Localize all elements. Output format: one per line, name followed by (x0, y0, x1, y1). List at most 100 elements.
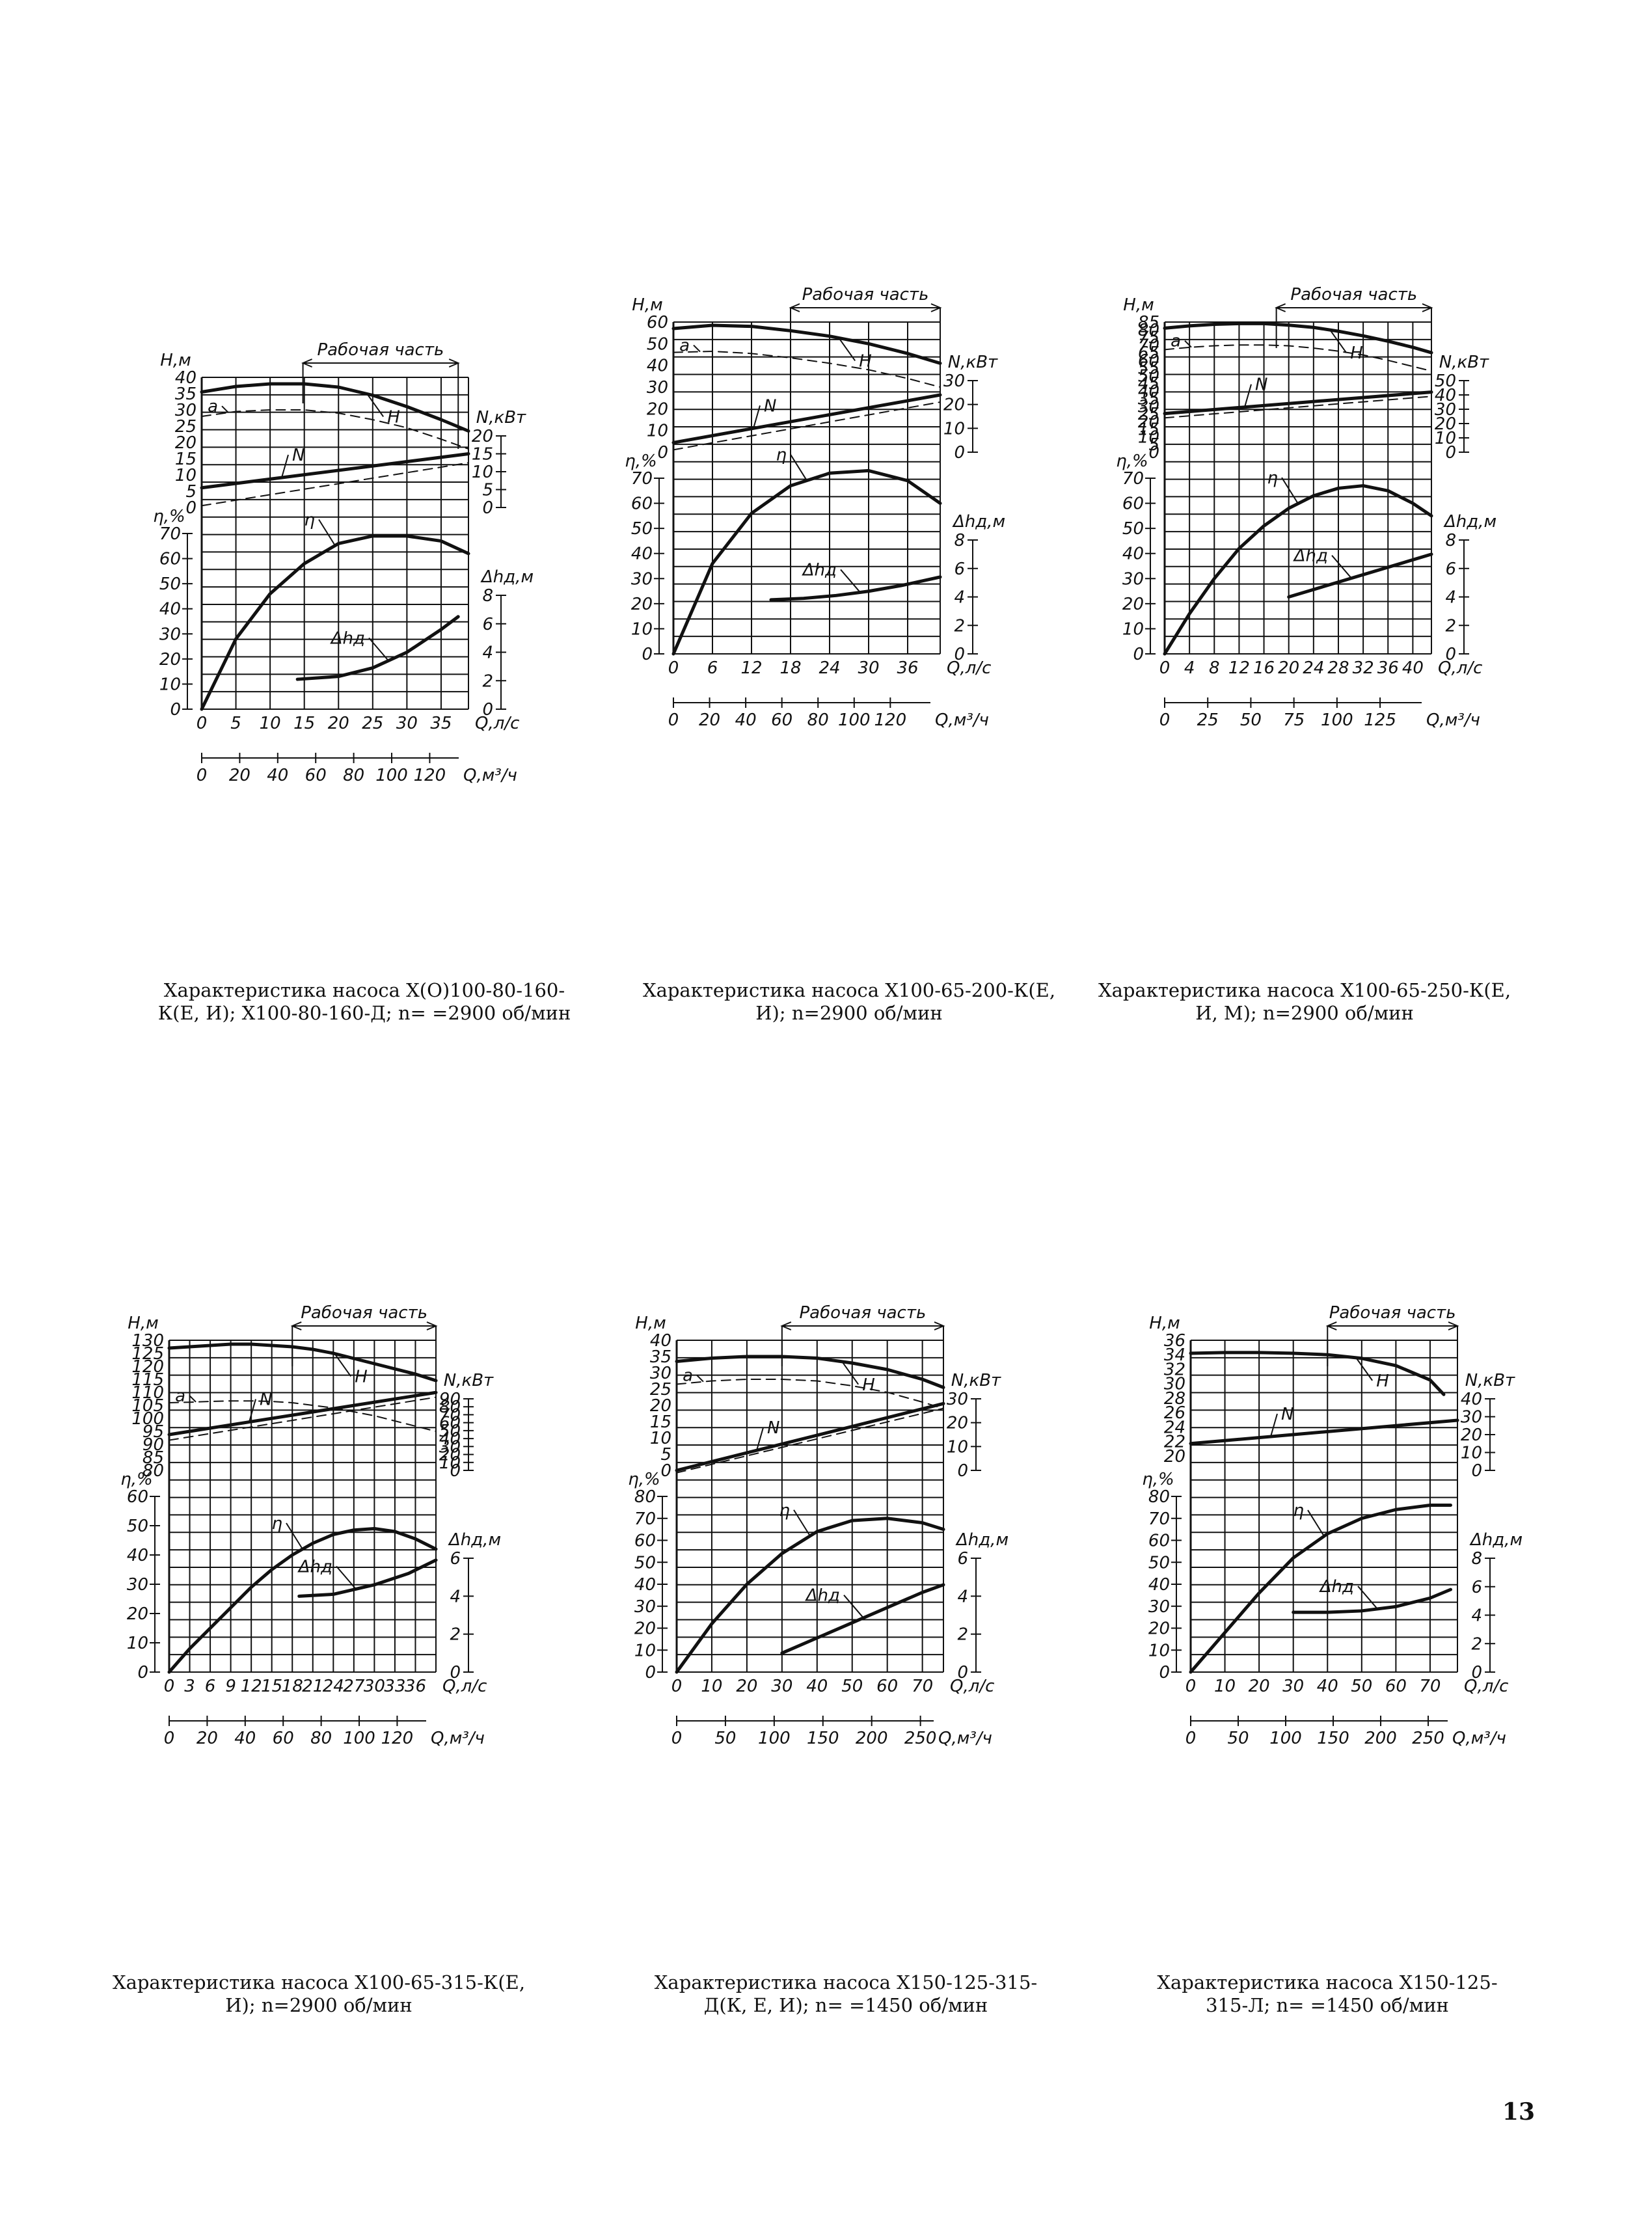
dh-axis-label: Δhд,м (952, 512, 1005, 532)
n-tick-label: 40 (1461, 1390, 1482, 1409)
h-tick-label: 80 (142, 1461, 164, 1481)
dh-tick-label: 0 (482, 700, 493, 720)
h-tick-label: 25 (175, 417, 196, 437)
dh-tick-label: 2 (1445, 616, 1456, 636)
q-tick-label: 50 (841, 1677, 863, 1696)
label-leader (368, 637, 389, 662)
n-tick-label: 30 (947, 1390, 968, 1409)
working-range-label: Рабочая часть (800, 1303, 927, 1323)
series-line-h-5 (297, 1558, 438, 1598)
n-tick-label: 10 (943, 419, 965, 439)
curve-label: a (683, 1366, 693, 1386)
h-tick-label: 5 (185, 482, 196, 502)
h-tick-label: 0 (185, 498, 196, 518)
h-tick-label: 35 (1138, 390, 1159, 409)
series-line-N-2 (671, 393, 942, 444)
label-leader (318, 519, 336, 547)
h-tick-label: 10 (647, 422, 668, 441)
eta-tick-label: 20 (1148, 1619, 1170, 1639)
m3-tick-label: 20 (699, 710, 720, 730)
m3-tick-label: 200 (1364, 1729, 1397, 1748)
dh-tick-label: 4 (954, 588, 965, 608)
q-tick-label: 35 (430, 714, 452, 733)
series-line-Ndashed-3 (1164, 396, 1432, 419)
h-tick-label: 0 (1148, 443, 1159, 463)
curve-label: η (776, 446, 787, 465)
series-line-a-1 (201, 409, 469, 450)
q-tick-label: 40 (1317, 1677, 1338, 1696)
series-line-N-2 (167, 1390, 438, 1437)
eta-tick-label: 70 (159, 524, 181, 544)
q-tick-label: 36 (1377, 658, 1399, 678)
label-leader (189, 1395, 196, 1403)
label-leader (693, 344, 701, 353)
series-line-Ndashed-3 (201, 462, 469, 507)
working-range-label: Рабочая часть (1329, 1303, 1456, 1323)
n-tick-label: 10 (947, 1437, 968, 1457)
chart-panel-2: 0 10 20 30 40 50 60 Н,м 0 10 20 30 40 50 60 70 η,% 0 10 20 3… (602, 283, 1122, 869)
curve-label: N (292, 446, 305, 465)
label-leader (843, 1595, 864, 1619)
dh-axis-label: Δhд,м (955, 1530, 1009, 1550)
h-tick-label: 90 (142, 1435, 164, 1455)
dh-tick-label: 4 (1471, 1606, 1482, 1626)
m3-tick-label: 100 (838, 710, 871, 730)
q-tick-label: 0 (671, 1677, 683, 1696)
series-line-H-0 (1163, 321, 1433, 355)
series-line-a-1 (1164, 344, 1432, 372)
n-tick-label: 0 (954, 443, 965, 463)
q-tick-label: 70 (912, 1677, 933, 1696)
m3-tick-label: 0 (1159, 710, 1171, 730)
h-tick-label: 45 (1138, 374, 1159, 394)
n-tick-label: 0 (482, 498, 493, 518)
h-tick-label: 25 (650, 1380, 671, 1399)
label-leader (221, 405, 229, 413)
series-line--4 (671, 468, 942, 656)
n-tick-label: 20 (1435, 414, 1456, 434)
label-leader (1331, 555, 1352, 579)
n-tick-label: 70 (439, 1405, 461, 1425)
eta-tick-label: 80 (634, 1487, 656, 1507)
eta-tick-label: 20 (634, 1619, 656, 1639)
m3-tick-label: 0 (671, 1729, 683, 1748)
h-tick-label: 55 (1138, 359, 1159, 379)
eta-tick-label: 80 (1148, 1487, 1170, 1507)
h-tick-label: 20 (175, 433, 196, 453)
m3-tick-label: 50 (1240, 710, 1262, 730)
page-number: 13 (1502, 2098, 1535, 2126)
label-leader (1281, 477, 1299, 504)
h-tick-label: 0 (660, 1461, 671, 1481)
q-tick-label: 12 (740, 658, 762, 678)
n-tick-label: 15 (472, 445, 493, 465)
h-tick-label: 28 (1164, 1389, 1185, 1409)
n-tick-label: 30 (1435, 400, 1456, 420)
m3-tick-label: 0 (196, 766, 208, 785)
h-tick-label: 40 (647, 357, 668, 376)
curve-label: Δhд (1293, 547, 1328, 566)
label-leader (286, 1522, 303, 1550)
h-tick-label: 5 (1148, 435, 1159, 455)
q-tick-label: 24 (323, 1677, 344, 1696)
h-tick-label: 20 (647, 399, 668, 419)
h-axis-label: Н,м (1149, 1314, 1180, 1333)
q-tick-label: 30 (396, 714, 418, 733)
dh-tick-label: 0 (957, 1663, 968, 1682)
h-tick-label: 15 (650, 1412, 671, 1432)
h-tick-label: 40 (650, 1331, 671, 1351)
m3-tick-label: 80 (310, 1729, 332, 1748)
curve-label: H (859, 351, 872, 371)
series-line-a-1 (676, 1379, 944, 1409)
series-line-h-5 (780, 1583, 945, 1655)
m3-tick-label: 80 (807, 710, 829, 730)
n-tick-label: 0 (450, 1461, 461, 1481)
dh-tick-label: 4 (482, 643, 493, 663)
m3-tick-label: 20 (196, 1729, 218, 1748)
series-line-h-5 (1287, 552, 1433, 599)
h-tick-label: 105 (131, 1396, 164, 1416)
eta-axis-label: η,% (120, 1470, 152, 1489)
label-leader (336, 1565, 357, 1590)
q-tick-label: 50 (1351, 1677, 1372, 1696)
grid (675, 1340, 944, 1673)
curve-label: a (208, 397, 218, 416)
